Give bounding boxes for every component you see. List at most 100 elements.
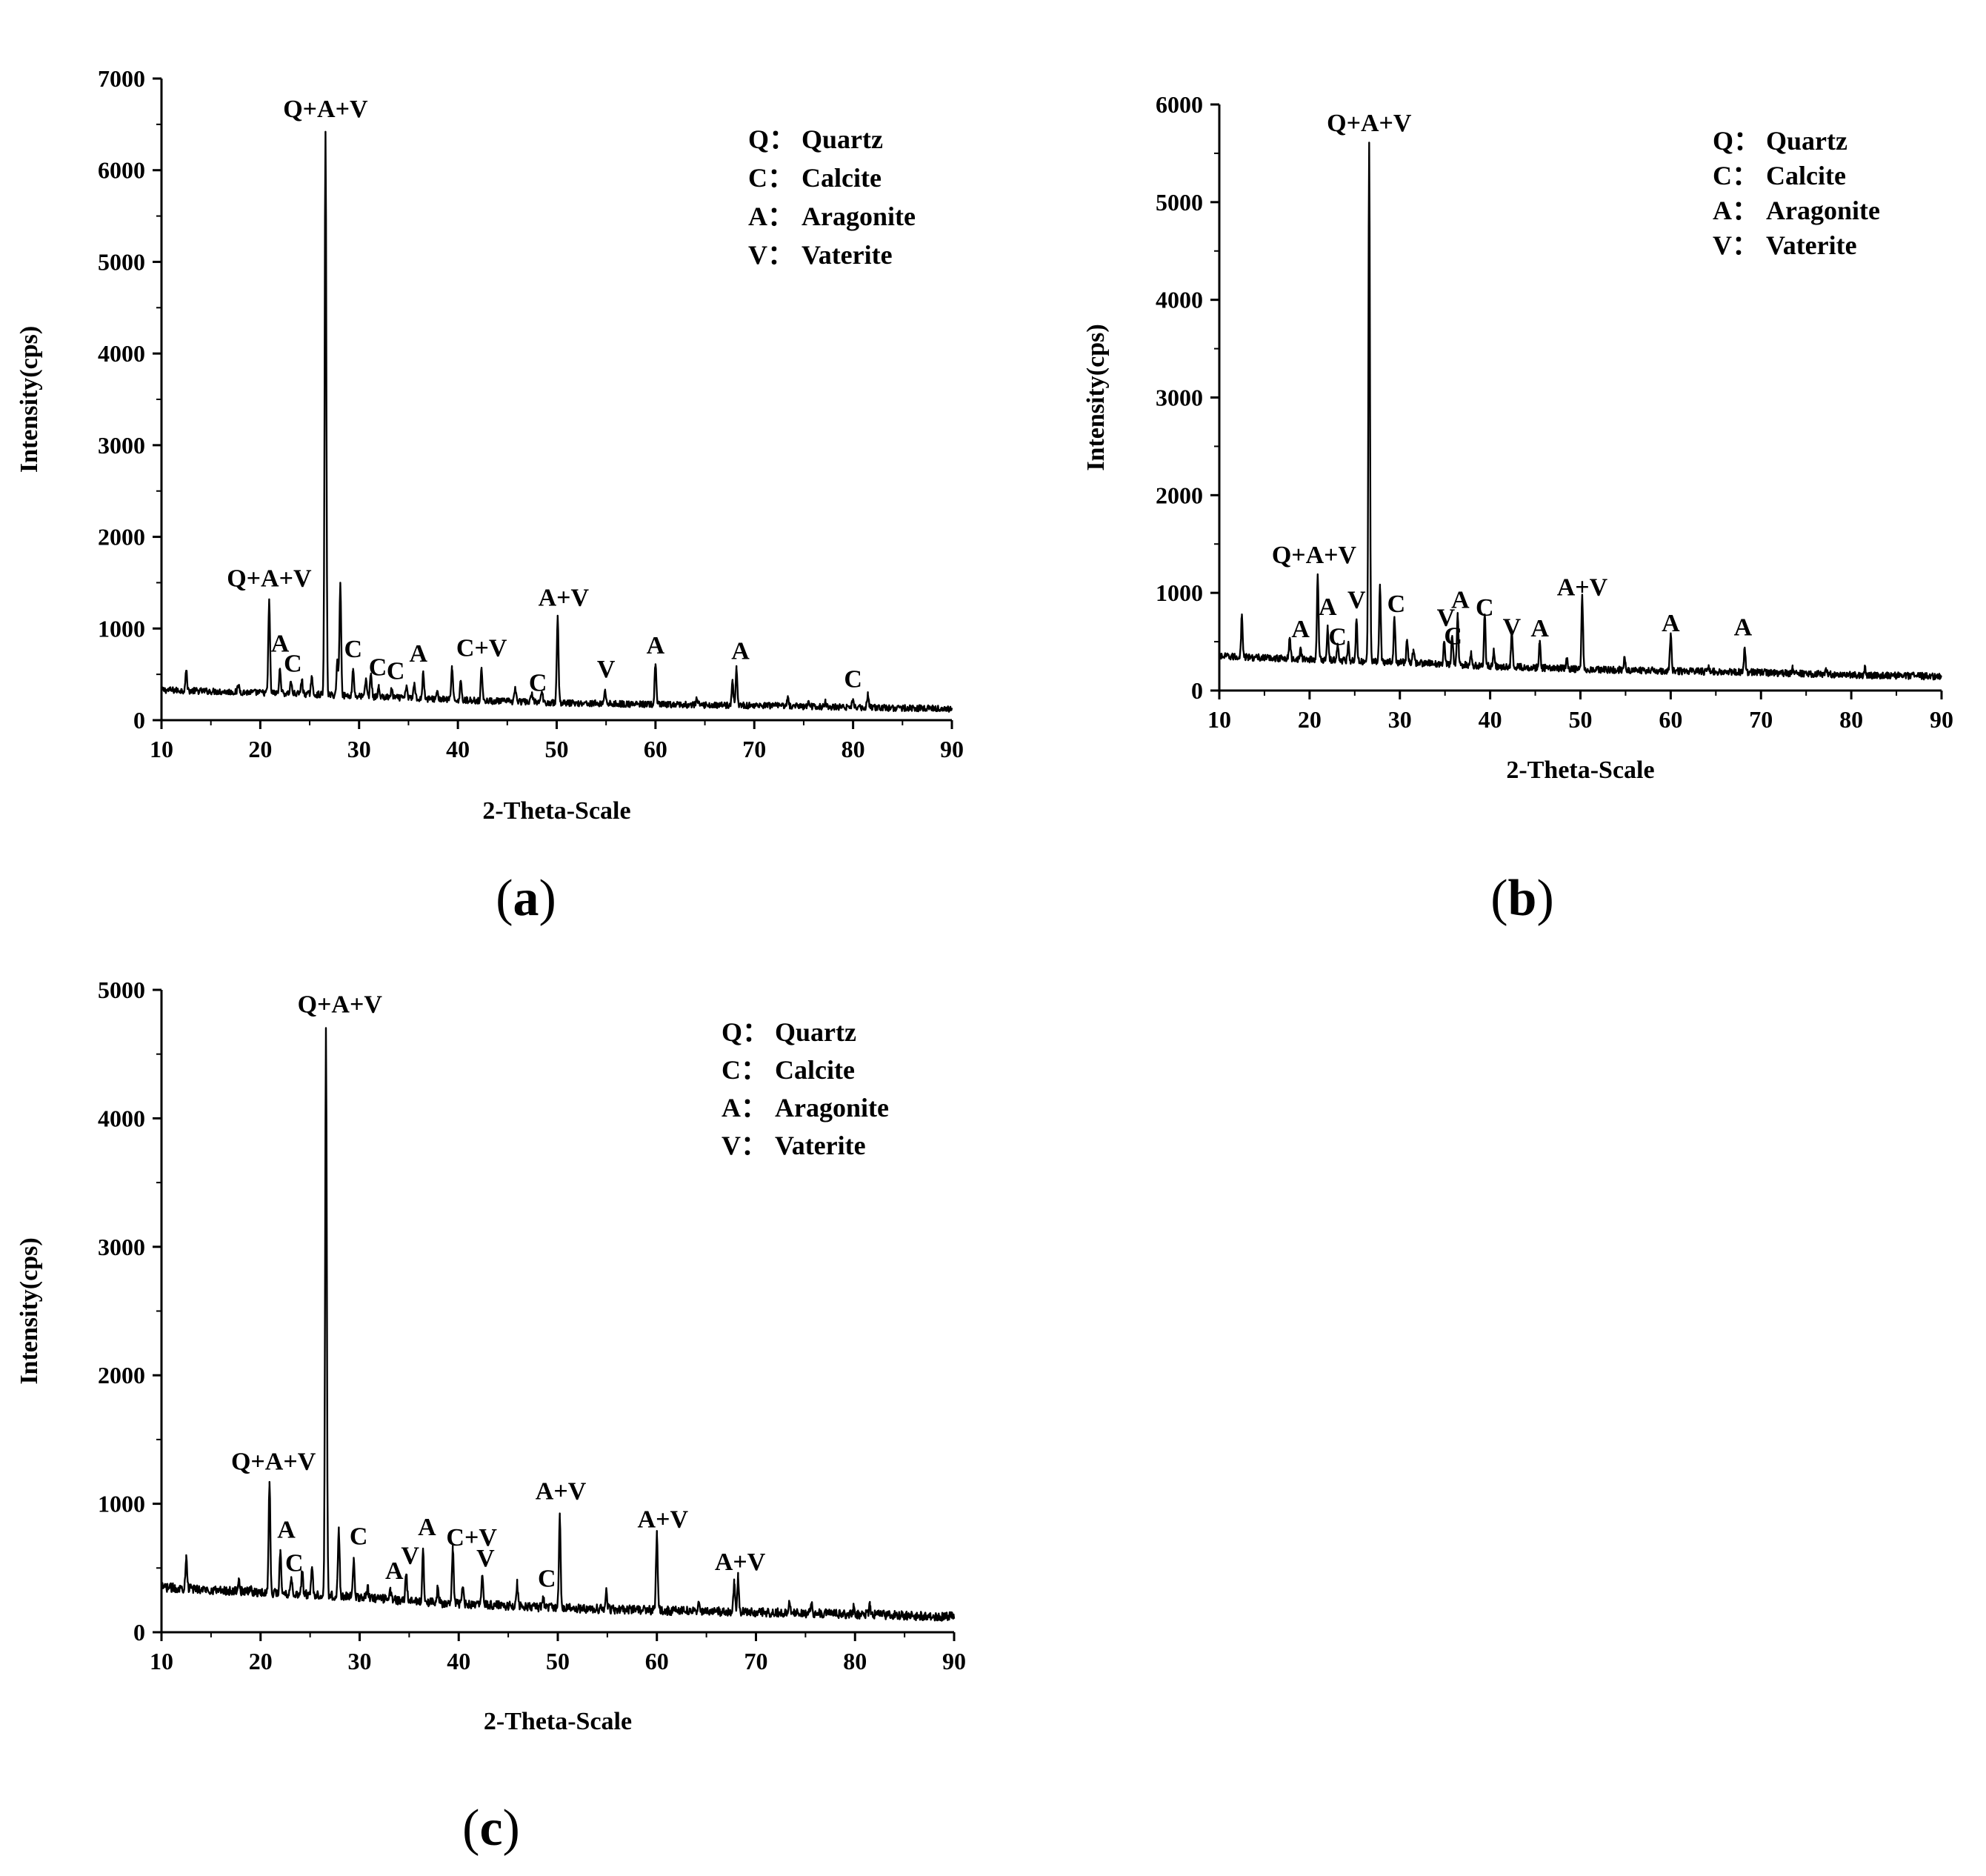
panel-label: (c): [462, 1800, 520, 1857]
x-tick-label: 70: [1749, 706, 1773, 733]
y-axis-title: Intensity(cps): [16, 326, 43, 473]
peak-annotation: Q+A+V: [1327, 110, 1412, 137]
legend-item: Q： Quartz: [1713, 126, 1847, 156]
y-tick-label: 1000: [1156, 579, 1203, 606]
y-tick-label: 3000: [98, 1234, 145, 1260]
peak-annotation: Q+A+V: [231, 1448, 316, 1476]
x-tick-label: 60: [1659, 706, 1682, 733]
legend-item: A： Aragonite: [1713, 196, 1880, 225]
x-tick-label: 80: [843, 1648, 867, 1674]
peak-annotation: A: [271, 630, 290, 657]
panel-label: (b): [1490, 870, 1554, 927]
xrd-pattern-line: [160, 1027, 956, 1622]
y-tick-label: 2000: [98, 1362, 145, 1388]
peak-annotation: V: [1347, 587, 1366, 614]
chart-panel-b: 10 20 30 40 50 60 70 80 90 0 1000 2000 3000 4000 5000 6…: [1082, 91, 1953, 927]
peak-annotation: C: [1328, 624, 1347, 651]
peak-annotation: V: [401, 1542, 419, 1569]
x-tick-label: 30: [347, 736, 371, 762]
x-tick-label: 50: [1569, 706, 1593, 733]
x-tick-label: 40: [1479, 706, 1502, 733]
peak-annotation: A+V: [1557, 573, 1608, 601]
y-tick-label: 0: [1191, 677, 1203, 704]
y-tick-label: 2000: [1156, 482, 1203, 508]
x-tick-label: 80: [1839, 706, 1863, 733]
legend-item: V： Vaterite: [722, 1131, 866, 1160]
x-tick-label: 10: [150, 1648, 173, 1674]
x-axis-title: 2-Theta-Scale: [482, 797, 630, 825]
peak-annotation: C: [538, 1566, 556, 1593]
peak-annotation: A: [418, 1514, 436, 1541]
peak-annotation: A+V: [715, 1549, 766, 1576]
x-tick-label: 30: [1388, 706, 1412, 733]
peak-annotation: C: [1387, 591, 1406, 618]
legend-item: C： Calcite: [1713, 161, 1846, 190]
y-tick-label: 4000: [1156, 287, 1203, 313]
x-tick-label: 70: [744, 1648, 768, 1674]
peak-annotation: A: [1291, 616, 1310, 643]
x-tick-label: 90: [942, 1648, 966, 1674]
x-tick-label: 60: [645, 1648, 669, 1674]
x-tick-label: 10: [1207, 706, 1231, 733]
legend-item: Q： Quartz: [748, 124, 883, 154]
peak-annotation: V: [597, 656, 616, 683]
legend-item: C： Calcite: [748, 163, 882, 193]
chart-panel-a: 10 20 30 40 50 60 70 80 90 0 1000 2000 3000 4000 5000 6…: [16, 65, 964, 927]
y-tick-label: 7000: [98, 65, 145, 92]
peak-annotation: A: [1662, 610, 1680, 637]
peak-annotation: A: [1530, 615, 1549, 642]
peak-annotation: V: [1503, 613, 1522, 641]
peak-annotation: A: [647, 632, 665, 659]
y-tick-label: 0: [133, 1619, 145, 1646]
y-tick-label: 4000: [98, 340, 145, 367]
legend: Q： Quartz C： Calcite A： Aragonite V： Vaterite: [722, 1017, 889, 1160]
peak-annotation: C: [344, 636, 362, 663]
peak-annotation: A: [277, 1517, 296, 1544]
peak-annotation: Q+A+V: [283, 96, 368, 123]
x-tick-label: 10: [150, 736, 173, 762]
y-tick-label: 0: [133, 707, 145, 734]
peak-annotation: C+V: [446, 1524, 497, 1551]
peak-annotation: C: [387, 658, 405, 685]
peak-annotation: C+V: [456, 635, 507, 662]
y-tick-label: 1000: [98, 615, 145, 642]
x-tick-label: 40: [447, 1648, 470, 1674]
peak-annotation: Q+A+V: [1272, 542, 1357, 569]
legend-item: V： Vaterite: [1713, 230, 1857, 260]
peak-annotation: C: [844, 666, 862, 693]
peak-annotation: C: [285, 1550, 304, 1577]
peak-annotation: Q+A+V: [227, 565, 312, 593]
y-axis-title: Intensity(cps): [16, 1237, 43, 1384]
x-tick-label: 50: [546, 1648, 570, 1674]
y-tick-label: 5000: [98, 977, 145, 1003]
x-tick-label: 50: [545, 736, 569, 762]
x-tick-label: 80: [842, 736, 865, 762]
y-tick-label: 5000: [98, 248, 145, 275]
x-tick-label: 60: [644, 736, 667, 762]
x-tick-label: 90: [1930, 706, 1953, 733]
legend-item: V： Vaterite: [748, 240, 893, 270]
peak-annotation: A: [409, 640, 427, 668]
x-tick-label: 70: [742, 736, 766, 762]
peak-annotation: V: [1437, 604, 1456, 631]
xrd-pattern-line: [160, 130, 953, 713]
y-tick-label: 3000: [98, 432, 145, 459]
peak-annotation: A+V: [638, 1506, 689, 1534]
peak-annotation: A: [1734, 613, 1753, 641]
y-tick-label: 5000: [1156, 189, 1203, 216]
x-tick-label: 20: [249, 1648, 273, 1674]
y-tick-label: 1000: [98, 1491, 145, 1517]
y-tick-label: 3000: [1156, 385, 1203, 411]
peak-annotation: A: [1451, 587, 1470, 614]
y-tick-label: 6000: [1156, 91, 1203, 118]
peak-annotation: A+V: [539, 585, 590, 612]
peak-annotation: C: [369, 654, 387, 682]
panel-label: (a): [496, 870, 556, 927]
peak-annotation: C: [1444, 622, 1462, 650]
peak-annotation: V: [476, 1545, 495, 1572]
x-tick-label: 20: [1298, 706, 1322, 733]
peak-annotation: A: [731, 637, 750, 665]
x-tick-label: 40: [446, 736, 470, 762]
peak-annotation: Q+A+V: [298, 991, 383, 1018]
peak-annotation: C: [284, 651, 302, 678]
